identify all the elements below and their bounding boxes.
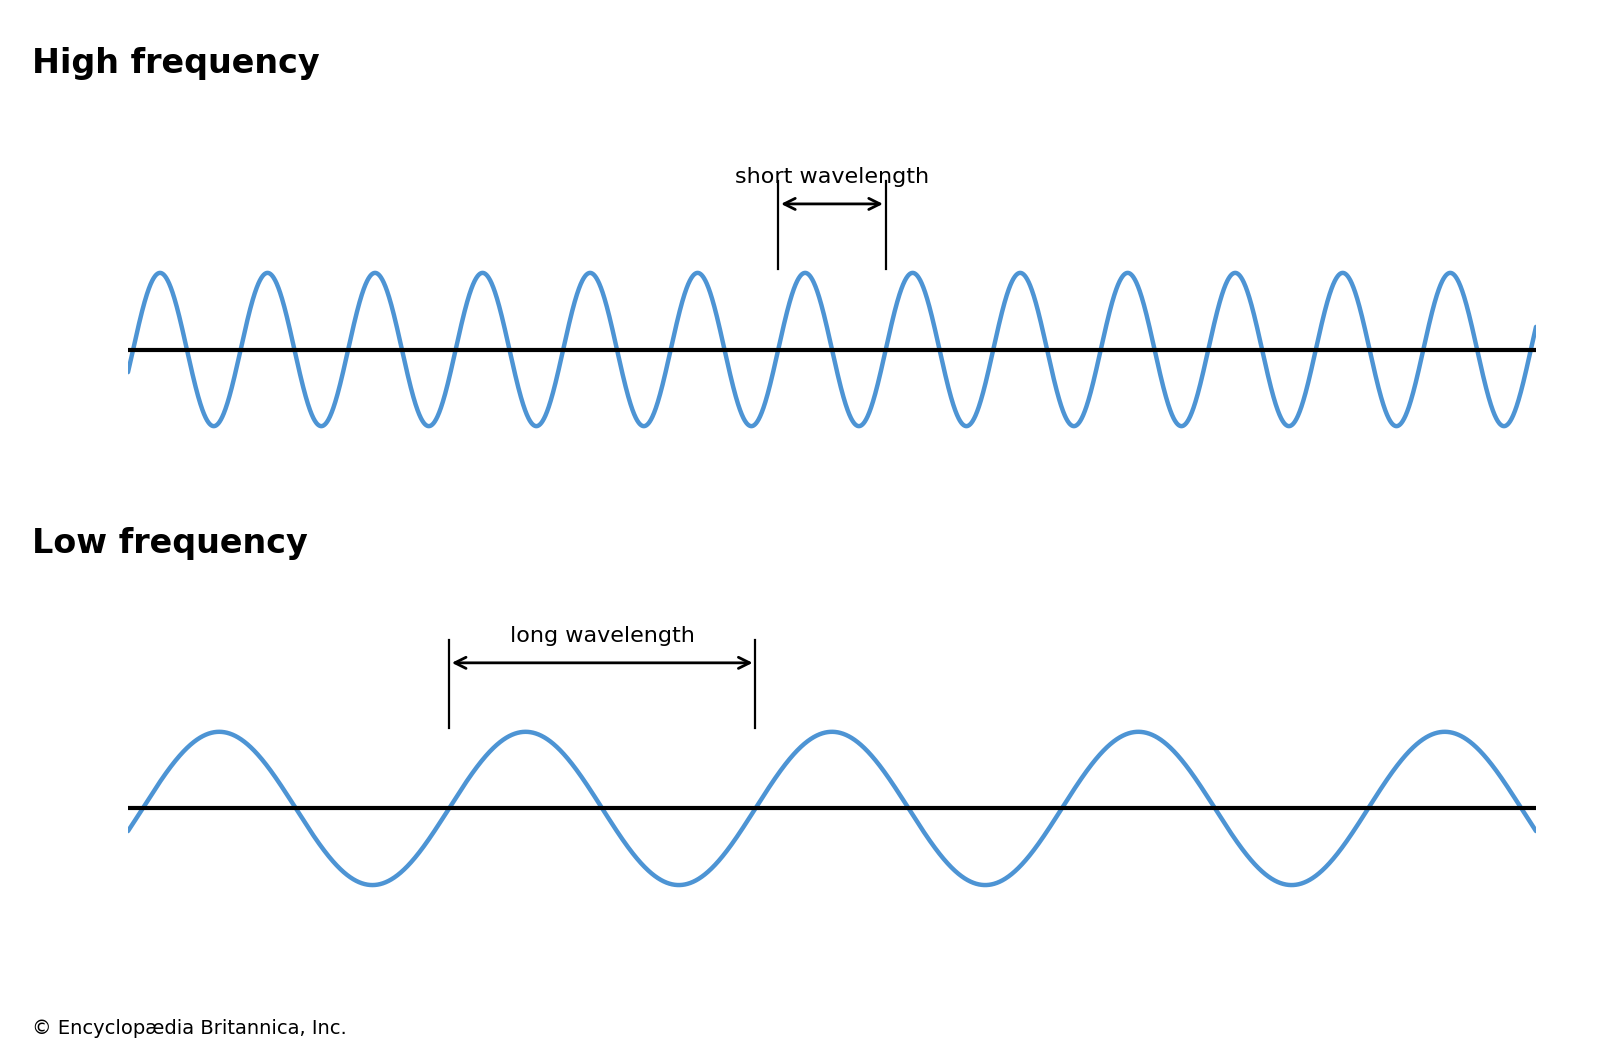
Text: Low frequency: Low frequency	[32, 527, 307, 560]
Text: High frequency: High frequency	[32, 47, 320, 80]
Text: © Encyclopædia Britannica, Inc.: © Encyclopædia Britannica, Inc.	[32, 1019, 347, 1038]
Text: short wavelength: short wavelength	[734, 167, 930, 187]
Text: long wavelength: long wavelength	[510, 626, 694, 646]
